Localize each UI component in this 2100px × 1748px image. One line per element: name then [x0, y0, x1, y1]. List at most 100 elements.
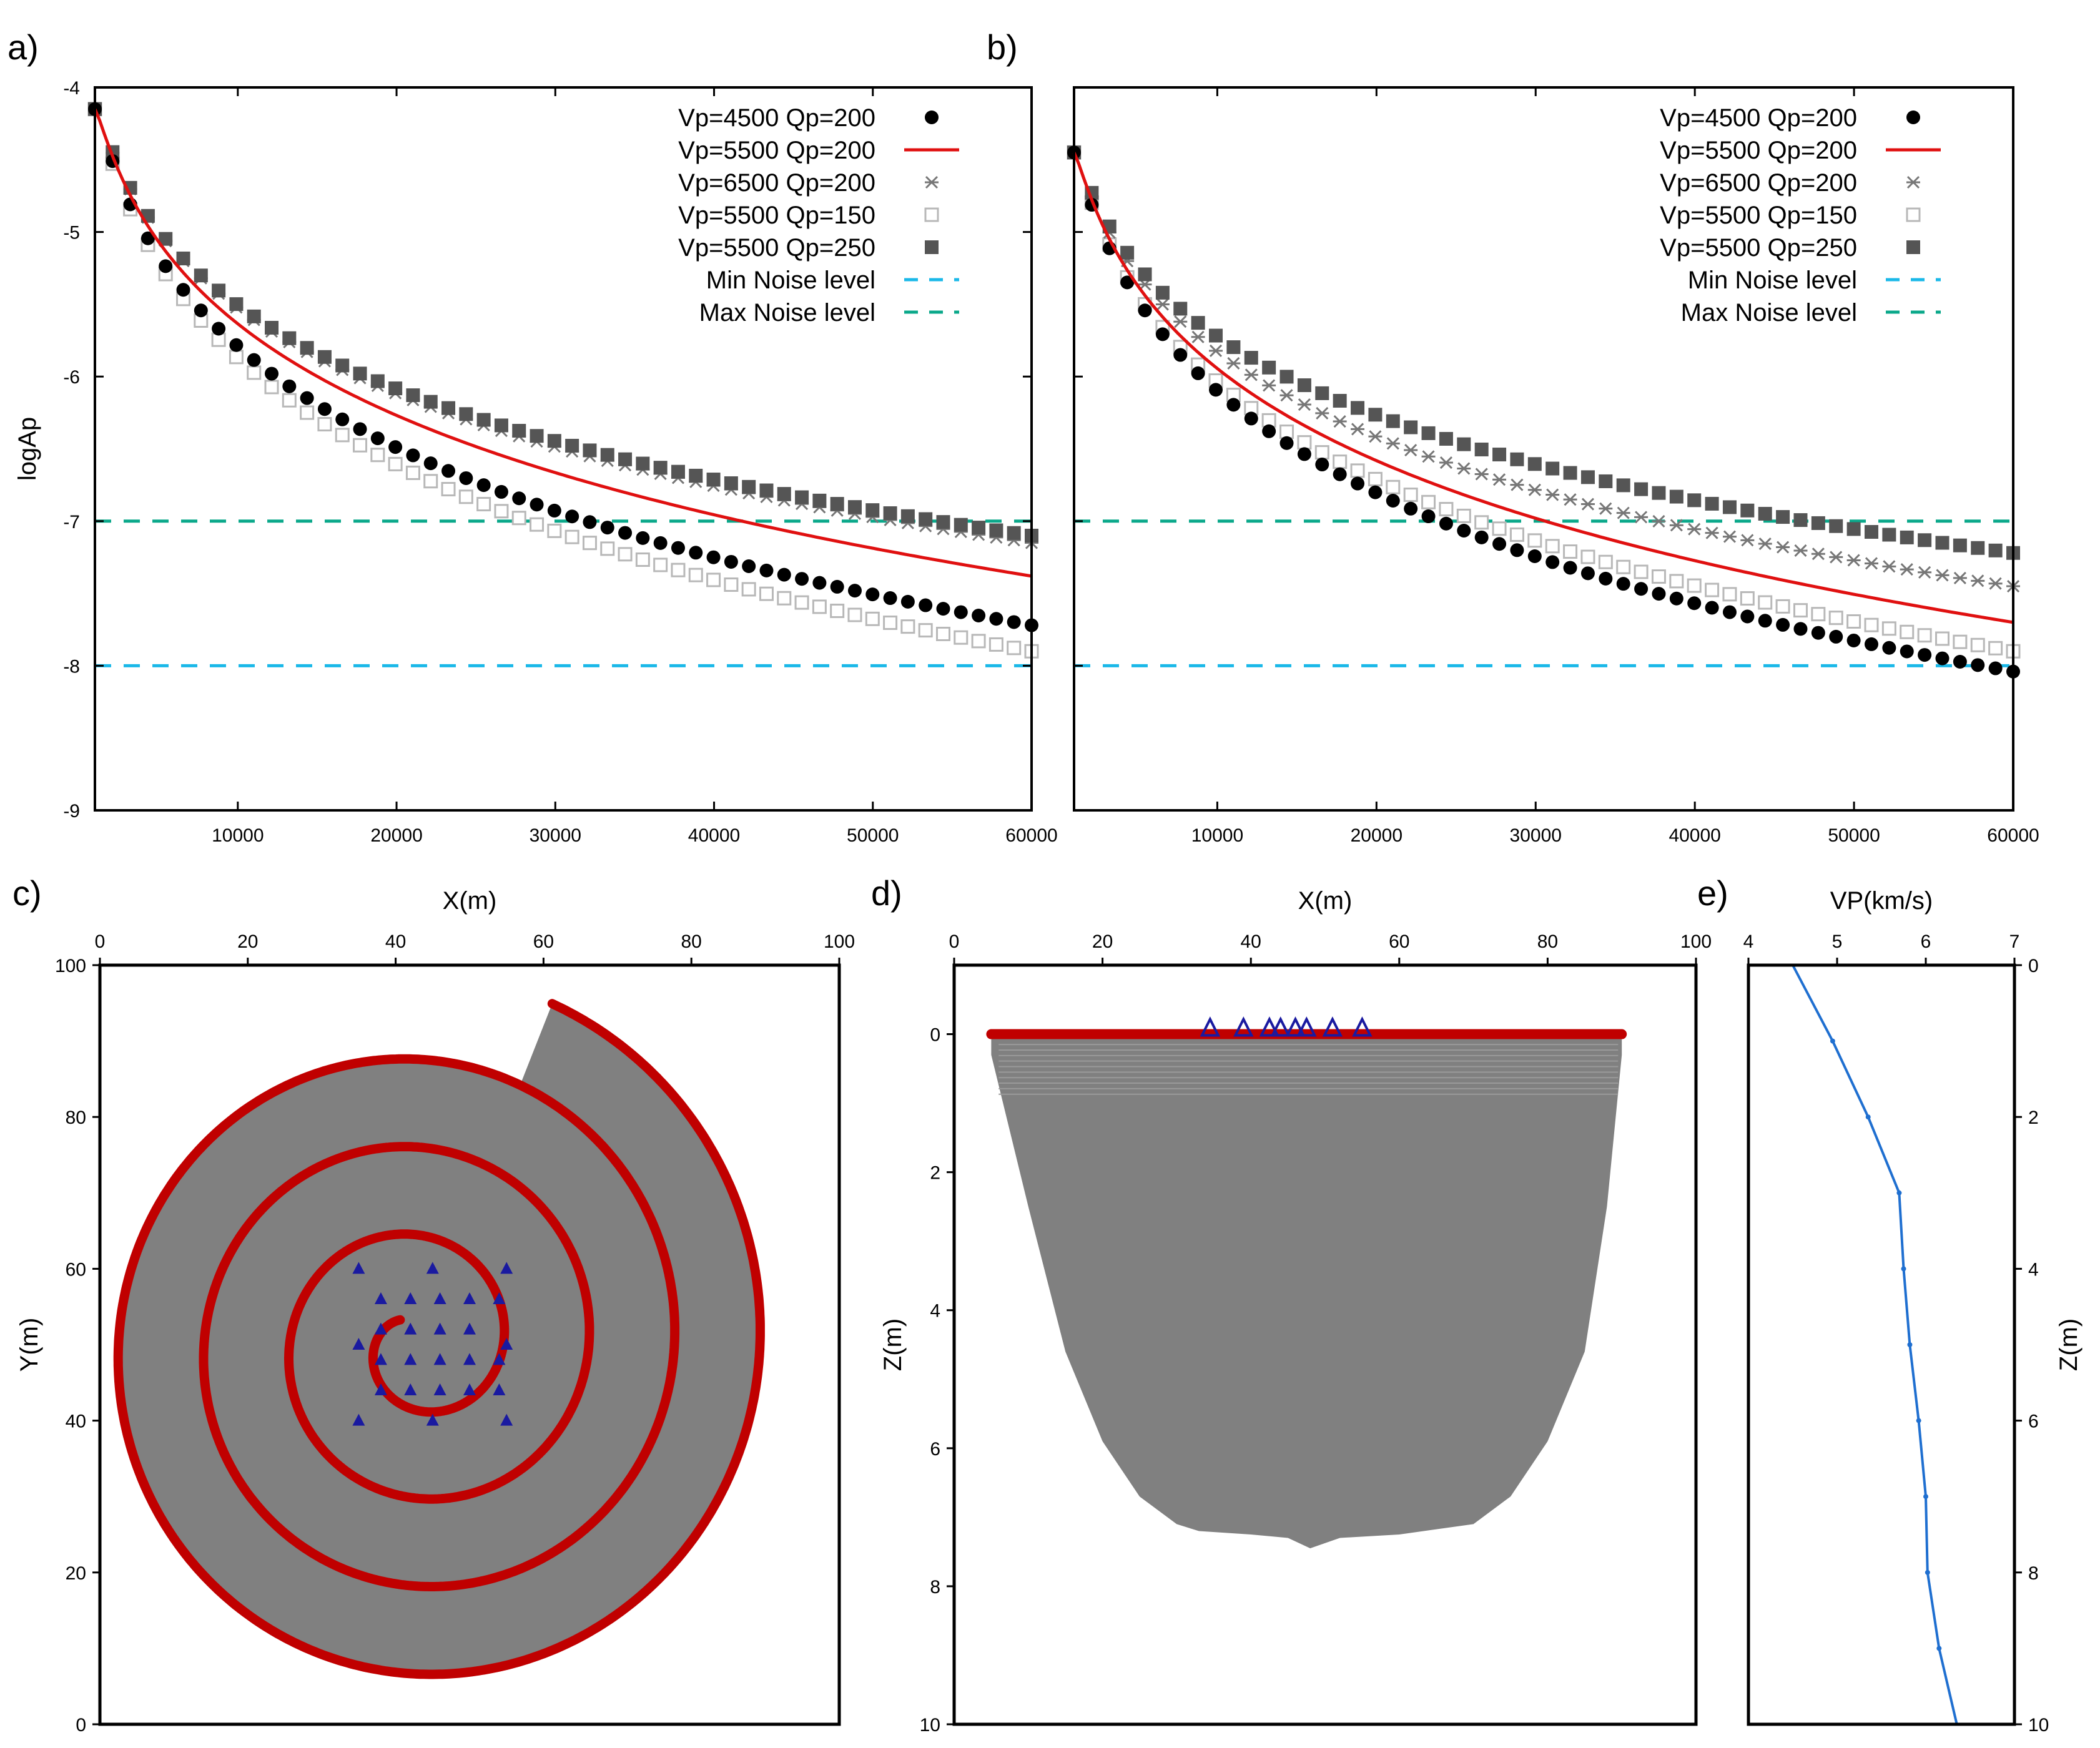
marker-circle	[476, 478, 491, 493]
legend-label: Vp=5500 Qp=150	[678, 202, 875, 229]
panel-b: b) 10000 20000 30000 40000 50000 60000 Vp=4500 …	[987, 27, 2039, 846]
marker-circle	[459, 471, 473, 485]
y-tick-label: 40	[66, 1412, 86, 1432]
legend-label: Vp=6500 Qp=200	[1660, 169, 1857, 197]
marker-circle	[1510, 543, 1524, 557]
x-axis-label: X(m)	[1298, 887, 1353, 915]
panel-label: a)	[7, 27, 39, 67]
marker-open-square	[1421, 494, 1436, 509]
marker-circle	[1492, 537, 1507, 551]
marker-circle	[636, 531, 650, 545]
marker-filled-square	[1758, 506, 1772, 521]
marker-star	[1279, 389, 1294, 402]
marker-circle	[812, 576, 827, 590]
y-tick-label: -4	[63, 78, 80, 99]
marker-filled-square	[865, 503, 880, 518]
x-tick-label: 100	[1680, 931, 1712, 952]
marker-circle	[1616, 577, 1630, 591]
receiver-coverage-area	[118, 1003, 761, 1674]
x-tick-label: 40000	[688, 825, 740, 846]
marker-open-square	[282, 393, 297, 408]
marker-star	[1510, 478, 1524, 491]
marker-circle	[1155, 327, 1170, 341]
y-tick-label: 10	[920, 1715, 940, 1736]
marker-star	[1297, 398, 1311, 411]
marker-circle	[1918, 648, 1932, 662]
station-triangle	[1270, 1016, 1291, 1037]
station-triangle	[374, 1292, 387, 1305]
x-tick-label: 40	[385, 931, 406, 952]
marker-circle	[212, 322, 226, 336]
marker-filled-square	[583, 443, 597, 458]
y-tick-label: 2	[930, 1163, 940, 1184]
marker-circle	[194, 303, 208, 318]
marker-open-square	[1881, 621, 1896, 636]
x-tick-label: 10000	[212, 825, 264, 846]
marker-filled-square	[547, 434, 561, 448]
marker-circle	[1209, 383, 1223, 397]
marker-open-square	[370, 448, 385, 463]
marker-circle	[1776, 617, 1790, 632]
marker-open-square	[671, 562, 686, 577]
marker-open-square	[423, 474, 438, 489]
marker-circle	[370, 431, 385, 446]
marker-circle	[423, 456, 438, 471]
panel-label: d)	[871, 873, 902, 913]
marker-filled-square	[636, 456, 650, 471]
marker-circle	[247, 353, 261, 367]
marker-filled-square	[830, 497, 844, 511]
y-tick-label: 0	[76, 1715, 86, 1736]
marker-circle	[865, 587, 880, 602]
marker-filled-square	[265, 320, 279, 335]
marker-circle	[830, 579, 844, 594]
marker-circle	[565, 509, 579, 524]
marker-open-square	[935, 626, 950, 641]
marker-open-square	[1527, 533, 1542, 548]
legend-label: Vp=5500 Qp=250	[1660, 234, 1857, 262]
velocity-point	[1865, 1114, 1871, 1120]
marker-filled-square	[1404, 420, 1418, 435]
marker-star	[1829, 551, 1843, 564]
marker-filled-square	[1474, 442, 1489, 456]
station-triangle	[404, 1322, 417, 1335]
marker-circle	[1988, 661, 2003, 675]
marker-filled-square	[777, 487, 791, 501]
marker-star	[1669, 519, 1683, 532]
marker-open-square	[405, 465, 420, 480]
station-triangle	[1352, 1016, 1373, 1037]
marker-open-square	[1314, 445, 1329, 460]
x-tick-label: 50000	[1828, 825, 1880, 846]
marker-filled-square	[989, 523, 1003, 538]
legend-label: Vp=6500 Qp=200	[678, 169, 875, 197]
y-tick-label: -5	[63, 223, 80, 243]
marker-filled-square	[335, 358, 350, 373]
legend-symbol-circle	[925, 110, 939, 124]
plot-frame	[98, 963, 841, 1726]
marker-star	[1616, 506, 1630, 519]
marker-circle	[1563, 561, 1577, 575]
marker-circle	[1793, 622, 1808, 636]
marker-circle	[494, 484, 508, 499]
marker-circle	[1404, 501, 1418, 516]
marker-star	[1776, 541, 1790, 554]
marker-filled-square	[476, 413, 491, 427]
marker-star	[1545, 488, 1560, 501]
marker-filled-square	[1953, 538, 1967, 552]
marker-circle	[1191, 366, 1205, 380]
marker-circle	[512, 491, 526, 506]
marker-filled-square	[1262, 360, 1276, 375]
marker-filled-square	[742, 479, 756, 494]
marker-circle	[900, 594, 915, 609]
marker-filled-square	[919, 512, 933, 526]
legend-symbol-filled-square	[1906, 240, 1920, 254]
marker-filled-square	[972, 521, 986, 535]
marker-star	[1722, 530, 1737, 543]
marker-open-square	[1368, 471, 1383, 486]
marker-open-square	[1509, 527, 1524, 542]
marker-open-square	[1687, 578, 1702, 593]
marker-open-square	[812, 599, 827, 614]
plot-frame	[1073, 86, 2014, 812]
marker-circle	[847, 584, 862, 598]
x-tick-label: 7	[2009, 931, 2020, 952]
marker-filled-square	[1935, 536, 1950, 550]
